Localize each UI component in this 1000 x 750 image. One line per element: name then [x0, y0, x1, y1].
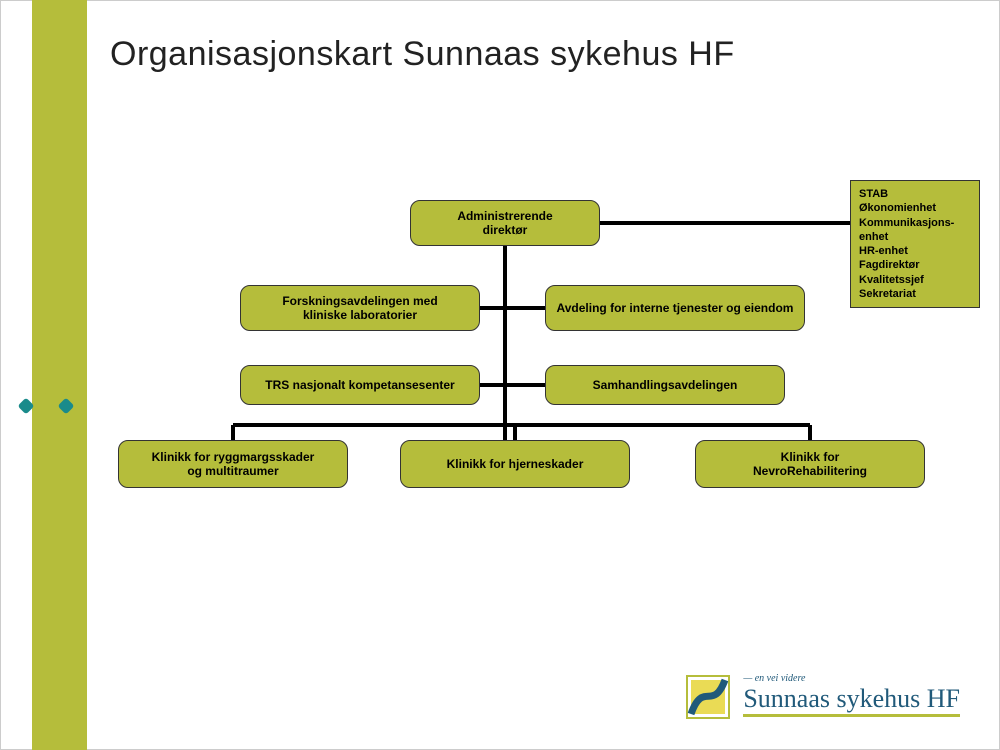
org-node-research: Forskningsavdelingen medkliniske laborat… — [240, 285, 480, 331]
stab-line: Kommunikasjons- — [859, 216, 971, 230]
decorative-dot — [38, 378, 55, 395]
logo-text: Sunnaas sykehus HF — [743, 686, 960, 717]
org-node-trs: TRS nasjonalt kompetansesenter — [240, 365, 480, 405]
page-title: Organisasjonskart Sunnaas sykehus HF — [110, 35, 735, 74]
footer-logo: — en vei videre Sunnaas sykehus HF — [685, 670, 960, 720]
stab-line: Kvalitetssjef — [859, 273, 971, 287]
org-chart: Administrerendedirektør Forskningsavdelin… — [100, 180, 990, 550]
stab-line: Økonomienhet — [859, 201, 971, 215]
org-node-clinic2: Klinikk for hjerneskader — [400, 440, 630, 488]
decorative-dot — [38, 418, 55, 435]
org-node-clinic3: Klinikk forNevroRehabilitering — [695, 440, 925, 488]
decorative-dot — [58, 398, 75, 415]
org-node-internal: Avdeling for interne tjenester og eiendo… — [545, 285, 805, 331]
logo-tagline: — en vei videre — [743, 673, 960, 684]
stab-line: Fagdirektør — [859, 258, 971, 272]
org-node-director: Administrerendedirektør — [410, 200, 600, 246]
stab-line: Sekretariat — [859, 287, 971, 301]
stab-line: STAB — [859, 187, 971, 201]
left-accent-bar — [32, 0, 87, 750]
stab-box: STABØkonomienhetKommunikasjons-enhetHR-e… — [850, 180, 980, 308]
logo-mark-icon — [685, 670, 731, 720]
decorative-dots — [16, 380, 96, 440]
stab-line: enhet — [859, 230, 971, 244]
org-node-samhand: Samhandlingsavdelingen — [545, 365, 785, 405]
org-node-clinic1: Klinikk for ryggmargsskaderog multitraum… — [118, 440, 348, 488]
stab-line: HR-enhet — [859, 244, 971, 258]
decorative-dot — [18, 398, 35, 415]
